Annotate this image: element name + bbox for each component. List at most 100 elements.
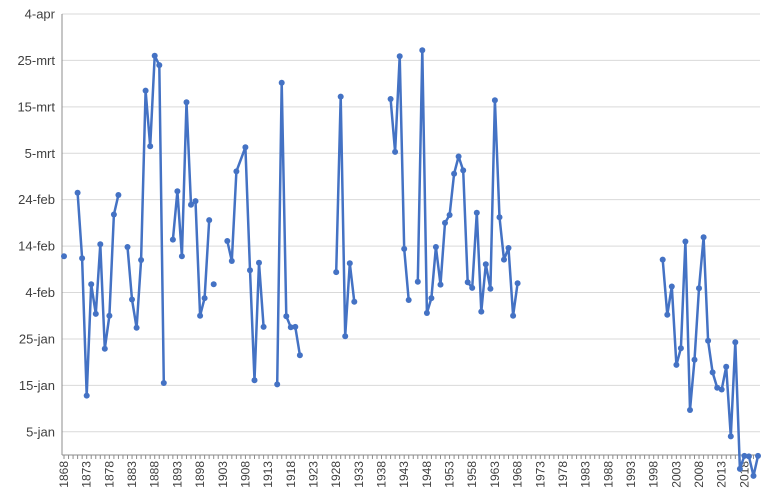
data-point [342, 333, 349, 340]
data-point [178, 253, 185, 260]
data-point [700, 234, 707, 241]
x-tick-label: 1893 [170, 461, 184, 488]
data-point [247, 267, 253, 274]
data-point [451, 170, 458, 177]
data-point [210, 281, 217, 288]
data-point [233, 168, 240, 175]
x-tick-label: 1998 [647, 461, 661, 488]
data-point [750, 472, 757, 479]
data-point [224, 238, 231, 244]
data-point [129, 296, 135, 303]
data-point [691, 356, 698, 363]
x-tick-label: 1898 [193, 461, 207, 488]
series-line-segment [661, 236, 760, 478]
data-point [97, 241, 104, 248]
x-tick-label: 1938 [375, 461, 389, 488]
data-point [197, 312, 204, 319]
data-point [718, 386, 725, 393]
series-line-segment [334, 95, 356, 338]
data-point [251, 377, 258, 384]
data-point [709, 369, 716, 376]
data-point [346, 260, 353, 267]
data-point [501, 256, 507, 263]
x-tick-labels: 1868 1873 1878 1883 1888 1893 1898 1903 1908 1913… [57, 461, 751, 488]
data-point [396, 53, 403, 60]
series-line-segment [416, 48, 519, 317]
data-point [101, 345, 108, 352]
data-point [160, 380, 167, 386]
x-tick-label: 1878 [102, 461, 116, 488]
data-point [510, 312, 517, 319]
data-point [464, 279, 471, 286]
data-point [169, 236, 176, 243]
series-line-segment [275, 81, 302, 385]
x-tick-label: 1988 [601, 461, 615, 488]
series-line-segment [126, 54, 166, 384]
data-point [487, 285, 494, 292]
data-point [83, 392, 90, 399]
data-point [478, 308, 485, 315]
x-tick-label: 1873 [80, 461, 94, 488]
x-tick-label: 1868 [57, 461, 71, 488]
x-tick-label: 1963 [488, 461, 502, 488]
data-point [201, 295, 208, 302]
data-point [110, 211, 117, 218]
y-tick-label: 4-apr [25, 7, 56, 22]
y-tick-label: 25-jan [19, 331, 55, 346]
data-point [405, 297, 412, 303]
x-tick-label: 1888 [148, 461, 162, 488]
data-point [124, 244, 131, 250]
data-point [287, 324, 294, 331]
data-point [446, 212, 453, 218]
x-tick-label: 2008 [692, 461, 706, 488]
x-tick-label: 1928 [329, 461, 343, 488]
data-point [296, 352, 303, 359]
data-point [192, 198, 199, 205]
data-point [659, 256, 666, 263]
y-tick-label: 5-jan [26, 424, 55, 439]
data-point [696, 285, 702, 292]
data-point [61, 253, 67, 260]
data-point [256, 259, 262, 266]
data-point [387, 96, 394, 102]
data-point [727, 433, 734, 440]
data-point [106, 312, 113, 319]
axes [61, 14, 760, 459]
y-tick-label: 25-mrt [17, 53, 55, 68]
y-tick-label: 4-feb [25, 285, 55, 300]
data-point [687, 407, 693, 413]
data-point [142, 87, 149, 94]
data-point [351, 298, 358, 305]
x-tick-label: 1933 [352, 461, 366, 488]
data-point [260, 323, 267, 330]
data-point [74, 189, 81, 196]
x-tick-label: 2003 [669, 461, 683, 488]
data-point [732, 339, 739, 346]
data-point [664, 311, 671, 318]
y-tick-label: 5-mrt [25, 146, 56, 161]
data-point [469, 284, 476, 291]
data-point [88, 281, 95, 288]
x-tick-label: 1943 [397, 461, 411, 488]
data-point [188, 201, 194, 208]
y-tick-label: 24-feb [18, 192, 55, 207]
data-point [428, 295, 435, 302]
data-point [151, 52, 158, 59]
data-point [460, 167, 467, 174]
data-point [482, 261, 489, 268]
y-tick-labels: 4-apr 25-mrt 15-mrt 5-mrt 24-feb 14-feb 4-feb 2… [17, 7, 55, 440]
data-point [741, 452, 748, 459]
x-tick-label: 2013 [715, 461, 729, 488]
data-point [705, 337, 712, 344]
data-point [206, 217, 213, 224]
x-tick-label: 1953 [443, 461, 457, 488]
data-point [183, 99, 190, 106]
data-point [79, 255, 86, 262]
data-point [115, 192, 122, 198]
x-tick-label: 1918 [284, 461, 298, 488]
data-point [278, 79, 285, 86]
x-tick-label: 1978 [556, 461, 570, 488]
data-point [514, 280, 521, 287]
x-tick-label: 1908 [238, 461, 252, 488]
